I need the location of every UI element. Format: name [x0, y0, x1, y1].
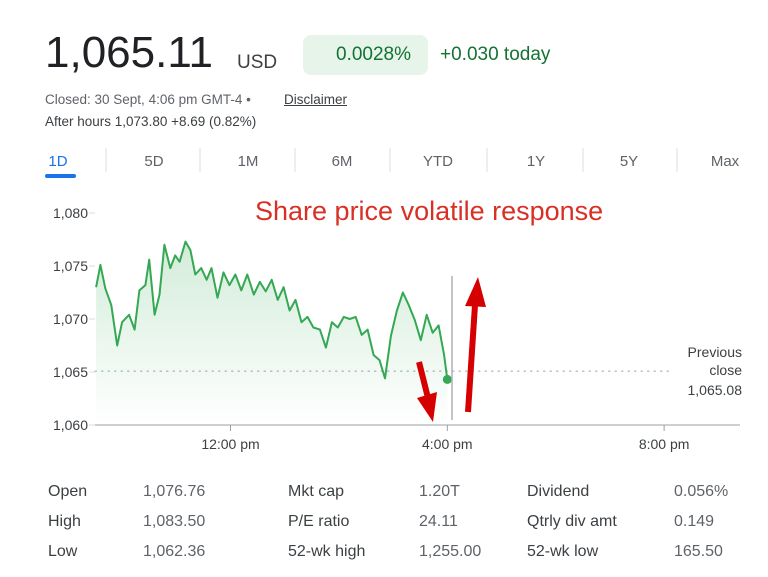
y-tick-label: 1,060 [53, 417, 88, 433]
stat-label: Mkt cap [288, 483, 345, 500]
stat-value: 165.50 [674, 543, 723, 560]
change-today: +0.030 today [440, 44, 551, 65]
stat-label: High [48, 513, 81, 530]
change-percent: 0.0028% [336, 44, 412, 65]
stat-value: 0.149 [674, 513, 715, 530]
after-hours: After hours 1,073.80 +8.69 (0.82%) [45, 114, 257, 129]
stat-value: 24.11 [419, 513, 458, 530]
stat-label: Qtrly div amt [527, 513, 617, 530]
stat-value: 1,076.76 [143, 483, 206, 500]
closed-info: Closed: 30 Sept, 4:06 pm GMT-4 • [45, 92, 251, 107]
annotation-arrows [416, 277, 486, 422]
change-pill [303, 35, 428, 75]
tab[interactable]: 1M [238, 153, 259, 170]
y-tick-label: 1,070 [53, 311, 88, 327]
x-tick-label: 4:00 pm [422, 436, 473, 452]
tab[interactable]: 5D [144, 153, 163, 170]
y-tick-label: 1,080 [53, 205, 88, 221]
stat-value: 0.056% [674, 483, 729, 500]
previous-close-value: 1,065.08 [688, 382, 743, 398]
stat-label: 52-wk high [288, 543, 366, 560]
currency: USD [237, 52, 278, 73]
stat-value: 1.20T [419, 483, 460, 500]
y-tick-label: 1,065 [53, 364, 88, 380]
tab[interactable]: 6M [332, 153, 353, 170]
disclaimer-link[interactable]: Disclaimer [284, 92, 348, 107]
tab[interactable]: YTD [423, 153, 453, 170]
stat-label: Low [48, 543, 78, 560]
stat-value: 1,083.50 [143, 513, 206, 530]
plot-area: 1,060 1,065 1,070 1,075 1,080 12:00 pm 4:00 pm… [53, 205, 740, 452]
stat-value: 1,255.00 [419, 543, 482, 560]
tab-indicator [45, 174, 76, 178]
stat-value: 1,062.36 [143, 543, 206, 560]
previous-close-label: Previous close [687, 344, 742, 378]
stat-label: Dividend [527, 483, 590, 500]
stat-label: Open [48, 483, 88, 500]
stat-label: 52-wk low [527, 543, 599, 560]
last-price-dot [442, 374, 452, 384]
price-area [96, 241, 448, 425]
annotation: Share price volatile response [255, 196, 603, 226]
x-tick-label: 12:00 pm [201, 436, 259, 452]
y-tick-label: 1,075 [53, 258, 88, 274]
stat-label: P/E ratio [288, 513, 350, 530]
price: 1,065.11 [45, 28, 214, 77]
tab[interactable]: 1Y [527, 153, 545, 170]
tab-separators [105, 148, 678, 172]
tab[interactable]: 5Y [620, 153, 638, 170]
tab[interactable]: Max [711, 153, 740, 170]
tab[interactable]: 1D [48, 153, 67, 170]
price-line [95, 240, 449, 380]
x-tick-label: 8:00 pm [639, 436, 690, 452]
